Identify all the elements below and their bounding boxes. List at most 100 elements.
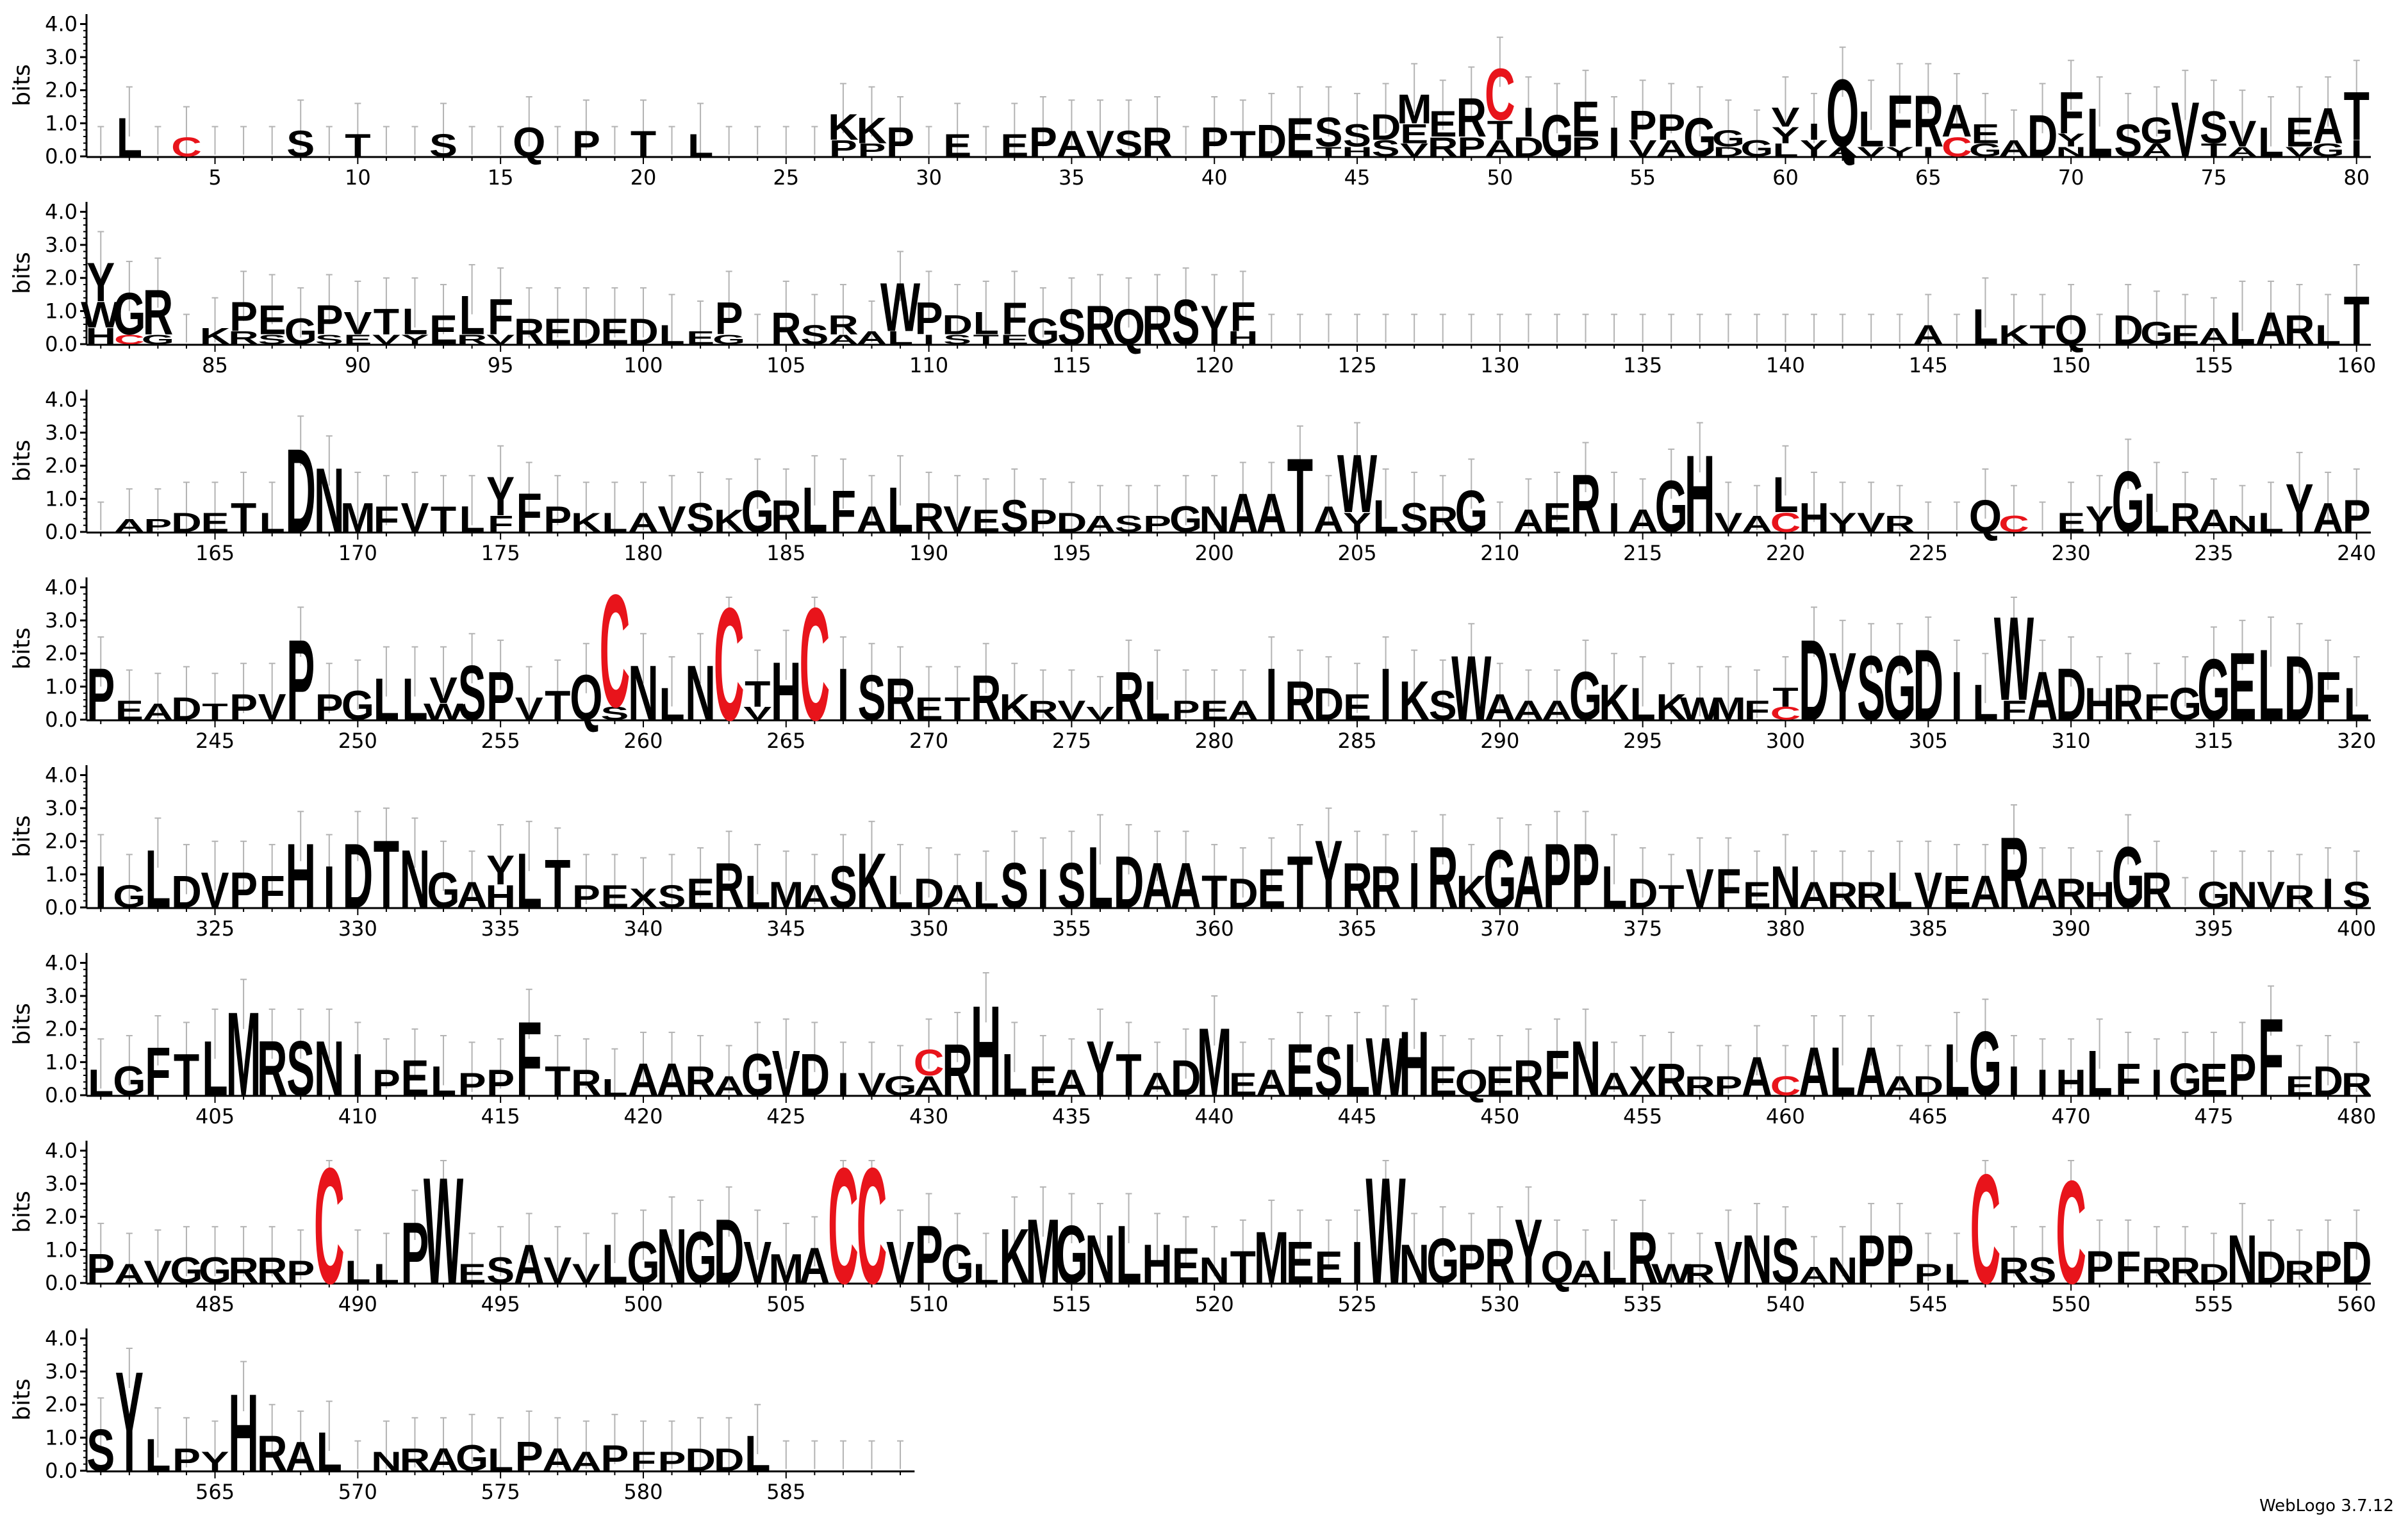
logo-glyph-H: H — [2056, 1063, 2086, 1104]
logo-glyph-I: I — [2008, 1058, 2020, 1104]
x-tick-label: 345 — [766, 916, 805, 941]
logo-glyph-Y: Y — [2086, 499, 2114, 540]
logo-glyph-M: M — [1254, 1216, 1289, 1299]
logo-glyph-C: C — [1485, 53, 1515, 136]
logo-glyph-D: D — [2056, 653, 2086, 736]
logo-glyph-V: V — [1857, 507, 1885, 538]
x-tick-label: 580 — [623, 1480, 663, 1504]
logo-glyph-P: P — [486, 657, 515, 734]
logo-glyph-E: E — [1000, 332, 1028, 347]
y-tick-label: 2.0 — [45, 454, 78, 478]
logo-glyph-P: P — [829, 136, 857, 161]
logo-glyph-S: S — [1115, 511, 1143, 537]
y-tick-label: 4.0 — [45, 1326, 78, 1350]
logo-glyph-E: E — [1286, 1029, 1314, 1111]
logo-glyph-A: A — [1085, 511, 1116, 537]
logo-glyph-P: P — [400, 1204, 429, 1302]
x-tick-label: 260 — [623, 729, 663, 753]
logo-glyph-L: L — [1630, 678, 1656, 729]
logo-glyph-S: S — [1857, 636, 1885, 740]
logo-glyph-S: S — [429, 128, 458, 163]
logo-glyph-L: L — [1087, 829, 1113, 927]
logo-glyph-F: F — [145, 1032, 170, 1110]
logo-glyph-H: H — [771, 645, 802, 738]
logo-glyph-E: E — [115, 695, 144, 725]
logo-glyph-S: S — [2343, 875, 2371, 916]
logo-glyph-P: P — [286, 1254, 315, 1290]
x-tick-label: 475 — [2194, 1104, 2233, 1129]
logo-glyph-V: V — [201, 862, 229, 918]
logo-glyph-V: V — [1086, 124, 1114, 165]
logo-glyph-L: L — [659, 678, 684, 729]
logo-glyph-E: E — [1486, 1058, 1514, 1104]
logo-glyph-A: A — [1142, 849, 1173, 921]
x-tick-label: 365 — [1337, 916, 1376, 941]
logo-glyph-F: F — [1887, 79, 1913, 162]
logo-glyph-A: A — [2255, 302, 2286, 354]
logo-glyph-R: R — [1827, 875, 1858, 916]
logo-glyph-D: D — [2027, 103, 2058, 170]
x-tick-label: 430 — [909, 1104, 948, 1129]
logo-glyph-M: M — [1711, 691, 1746, 727]
logo-glyph-M: M — [340, 495, 375, 541]
logo-glyph-L: L — [973, 875, 999, 916]
logo-glyph-Q: Q — [570, 661, 602, 733]
logo-glyph-R: R — [257, 1425, 288, 1482]
logo-glyph-E: E — [1286, 108, 1314, 169]
logo-glyph-R: R — [228, 327, 259, 348]
y-tick-label: 1.0 — [45, 111, 78, 135]
logo-glyph-I: I — [1351, 1230, 1363, 1296]
logo-glyph-Y: Y — [115, 1342, 144, 1501]
logo-glyph-I: I — [1922, 144, 1934, 160]
logo-glyph-P: P — [915, 1208, 943, 1301]
logo-glyph-V: V — [572, 1258, 600, 1289]
logo-glyph-L: L — [431, 1058, 456, 1104]
x-tick-label: 160 — [2337, 353, 2376, 377]
logo-glyph-Y: Y — [486, 467, 515, 527]
logo-glyph-L: L — [1972, 674, 1998, 731]
logo-glyph-P: P — [2086, 1241, 2114, 1293]
x-tick-label: 510 — [909, 1292, 948, 1316]
logo-glyph-F: F — [260, 866, 285, 917]
logo-glyph-I: I — [1380, 653, 1391, 736]
y-axis-label: bits — [9, 815, 35, 857]
logo-glyph-A: A — [1799, 1262, 1829, 1288]
logo-glyph-W: W — [1451, 636, 1492, 740]
logo-glyph-G: G — [1969, 140, 2002, 160]
logo-glyph-I: I — [352, 1042, 363, 1109]
logo-glyph-I: I — [1266, 653, 1277, 736]
logo-glyph-I: I — [1808, 119, 1820, 145]
y-tick-label: 4.0 — [45, 1138, 78, 1162]
logo-glyph-W: W — [1337, 437, 1377, 530]
logo-glyph-R: R — [1884, 511, 1915, 537]
logo-glyph-I: I — [1608, 495, 1620, 541]
logo-glyph-C: C — [114, 332, 145, 347]
logo-glyph-V: V — [1629, 136, 1658, 161]
logo-glyph-E: E — [429, 307, 458, 353]
logo-glyph-V: V — [857, 1066, 886, 1102]
logo-glyph-L: L — [459, 499, 484, 540]
logo-glyph-H: H — [228, 1371, 259, 1494]
logo-glyph-Q: Q — [1455, 1063, 1488, 1104]
logo-glyph-A: A — [1513, 503, 1544, 539]
logo-glyph-L: L — [260, 507, 285, 538]
y-tick-label: 2.0 — [45, 1393, 78, 1417]
logo-glyph-F: F — [516, 999, 542, 1118]
logo-glyph-N: N — [2227, 1220, 2258, 1298]
logo-glyph-E: E — [1200, 695, 1228, 725]
logo-glyph-M: M — [768, 875, 804, 916]
logo-glyph-E: E — [686, 327, 714, 348]
logo-glyph-C: C — [1770, 507, 1801, 538]
logo-glyph-G: G — [2197, 641, 2230, 739]
logo-glyph-Y: Y — [1886, 144, 1914, 160]
logo-glyph-P: P — [144, 515, 172, 536]
y-tick-label: 4.0 — [45, 387, 78, 411]
logo-glyph-Q: Q — [513, 119, 545, 165]
logo-glyph-E: E — [1286, 1230, 1314, 1296]
logo-glyph-K: K — [1999, 319, 2029, 350]
y-tick-label: 2.0 — [45, 78, 78, 103]
logo-glyph-P: P — [1457, 1234, 1485, 1295]
logo-glyph-R: R — [1685, 1070, 1715, 1101]
